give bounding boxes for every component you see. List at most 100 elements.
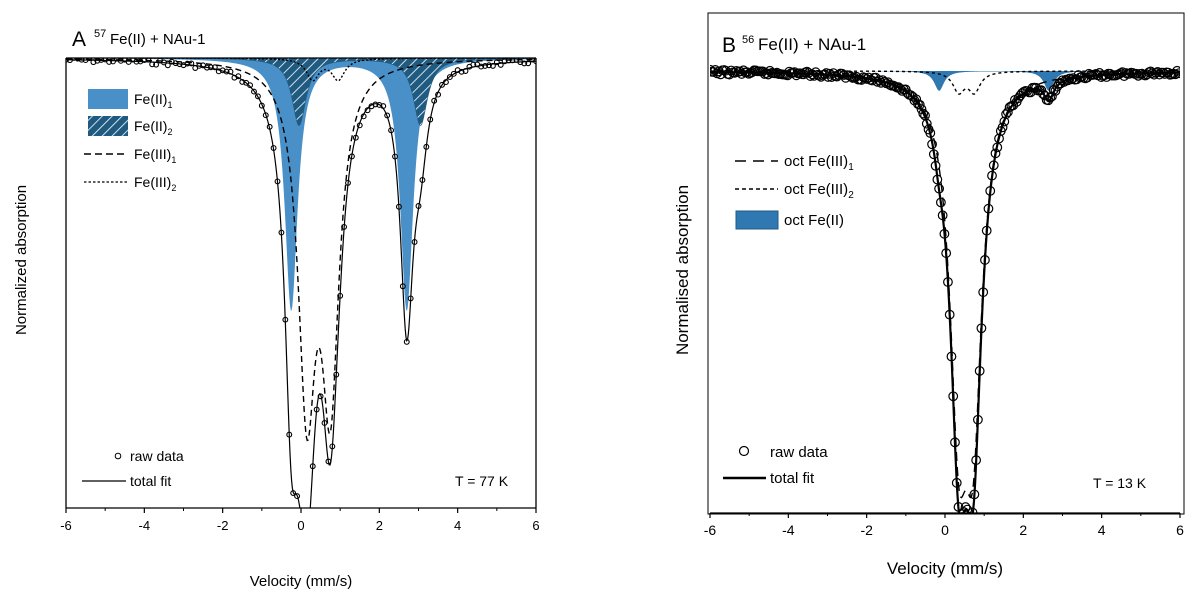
raw-data-point [509, 58, 516, 64]
raw-data-point [258, 102, 265, 109]
x-tick-label: 6 [1176, 522, 1184, 538]
raw-data-point [251, 88, 257, 95]
raw-data-point [1045, 92, 1056, 103]
legend-label: oct Fe(III)1 [784, 153, 854, 173]
raw-data-point [967, 515, 976, 524]
raw-data-point [893, 82, 904, 93]
raw-data-point [215, 68, 222, 75]
raw-data-point [274, 178, 281, 185]
legend-label: Fe(II)1 [134, 91, 172, 110]
raw-data-point [102, 58, 109, 63]
raw-data-point [911, 94, 922, 105]
raw-data-point [1066, 74, 1077, 85]
x-tick-label: 2 [1019, 522, 1027, 538]
raw-data-point [403, 338, 410, 345]
panel-letter: B [722, 34, 736, 57]
x-tick-label: -4 [139, 518, 151, 533]
title-superscript: 56 [742, 34, 754, 46]
raw-data-point [211, 64, 218, 71]
raw-data-point [918, 108, 929, 119]
raw-data-point [352, 134, 359, 141]
x-tick-label: -2 [217, 518, 229, 533]
raw-data-point [392, 153, 398, 160]
raw-data-point [971, 455, 982, 466]
legend-bottom: raw data total fit [723, 444, 828, 487]
raw-data-point [372, 101, 379, 108]
raw-data-point [983, 203, 994, 214]
raw-data-point [935, 197, 946, 208]
raw-data-point [384, 112, 391, 119]
raw-data-point [994, 133, 1004, 144]
panel-letter: A [72, 28, 86, 51]
raw-data-point [1124, 68, 1135, 79]
legend-bottom: raw data total fit [82, 448, 184, 489]
raw-data-point [930, 160, 941, 171]
legend-label: oct Fe(II) [784, 212, 844, 229]
raw-data-point [895, 83, 906, 94]
legend-marker-raw [738, 445, 750, 457]
raw-data-point [927, 139, 937, 150]
raw-data-point [235, 73, 242, 80]
raw-data-point [442, 79, 449, 86]
raw-data-point [482, 63, 489, 69]
raw-data-point [521, 60, 528, 67]
raw-data-point [106, 59, 113, 65]
raw-data-point [943, 277, 953, 287]
raw-data-point [164, 62, 171, 69]
raw-data-point [505, 58, 512, 64]
raw-data-point [303, 540, 308, 545]
raw-data-point [411, 239, 418, 245]
raw-data-point [1052, 81, 1063, 92]
legend-top: oct Fe(III)1 oct Fe(III)2 oct Fe(II) [735, 153, 854, 230]
legend-fit-label: total fit [130, 473, 171, 489]
raw-data-point [839, 70, 849, 80]
raw-data-point [78, 58, 85, 63]
raw-data-point [985, 185, 996, 196]
raw-data-point [254, 93, 261, 100]
legend-label: Fe(III)1 [134, 146, 176, 165]
raw-data-point [110, 58, 116, 65]
raw-data-point [884, 79, 895, 90]
raw-data-point [348, 153, 355, 160]
legend-label: oct Fe(III)2 [784, 181, 854, 201]
component-fill-2 [710, 71, 1180, 91]
legend-label: Fe(III)2 [134, 174, 176, 193]
raw-data-point [356, 122, 363, 129]
raw-data-point [987, 170, 997, 181]
chart-title: Fe(II) + NAu-1 [110, 31, 205, 48]
raw-data-point [486, 62, 492, 69]
raw-data-point [976, 323, 987, 334]
raw-data-point [974, 365, 985, 376]
raw-data-point [395, 203, 402, 210]
raw-data-point [419, 177, 426, 183]
x-tick-label: -6 [704, 522, 717, 538]
raw-data-point [329, 443, 336, 450]
chart-title: Fe(II) + NAu-1 [758, 35, 866, 54]
raw-data-point [956, 514, 965, 523]
raw-data-point [988, 160, 999, 171]
legend-swatch-fe2-2 [88, 116, 128, 136]
x-tick-label: 6 [532, 518, 539, 533]
raw-data-point [207, 64, 214, 71]
raw-data-point [877, 75, 888, 86]
raw-data-point [376, 101, 383, 108]
raw-data-point [223, 68, 230, 75]
raw-data-point [890, 81, 900, 92]
legend-top: Fe(II)1 Fe(II)2 Fe(III)1 Fe(III)2 [84, 89, 176, 193]
chart-panel-b: B 56 Fe(II) + NAu-1 Normalised absorptio… [673, 12, 1185, 578]
raw-data-point [965, 511, 973, 513]
raw-data-point [188, 60, 195, 67]
raw-data-point [951, 477, 962, 488]
raw-data-point [969, 489, 980, 500]
raw-data-point [141, 58, 148, 64]
legend-label: Fe(II)2 [134, 118, 172, 137]
raw-data-point [525, 60, 532, 67]
x-axis-label: Velocity (mm/s) [887, 559, 1003, 578]
x-tick-label: 4 [1098, 522, 1106, 538]
raw-data-point [98, 58, 105, 63]
raw-data-point [423, 143, 430, 150]
raw-data-point [204, 64, 210, 71]
raw-data-point [309, 463, 316, 470]
raw-data-point [313, 406, 320, 413]
